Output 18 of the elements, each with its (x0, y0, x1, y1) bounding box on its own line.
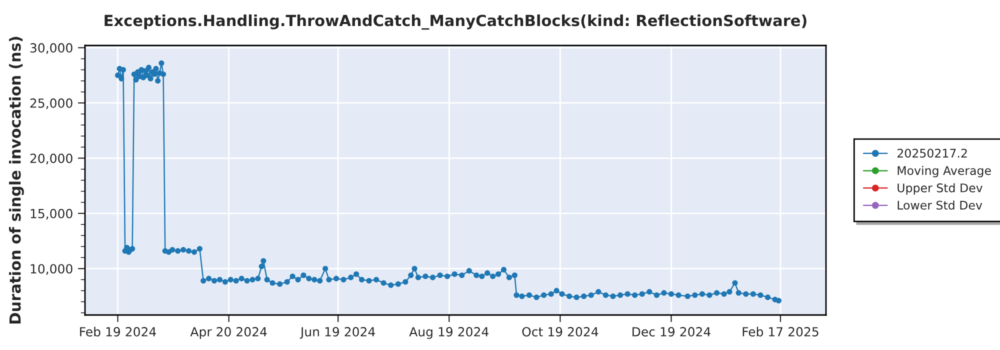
x-tick-label: Jun 19 2024 (300, 327, 375, 339)
y-axis-title: Duration of single invocation (ns) (8, 36, 24, 324)
y-tick-label: 30,000 (30, 43, 72, 54)
legend-label: Upper Std Dev (898, 183, 982, 195)
x-tick-label: Feb 19 2024 (80, 326, 156, 336)
legend-label: Lower Std Dev (898, 200, 982, 210)
y-tick-label: 20,000 (30, 154, 72, 164)
legend-label: 20250217.2 (898, 148, 967, 158)
y-tick-label: 10,000 (30, 264, 72, 275)
chart-title: Exceptions.Handling.ThrowAndCatch_ManyCatchBlocks(kind: ReflectionSoftware) (104, 14, 806, 30)
y-tick-label: 15,000 (30, 208, 72, 220)
x-tick-label: Apr 20 2024 (190, 327, 267, 339)
y-tick-label: 25,000 (30, 98, 72, 110)
legend-label: Moving Average (898, 166, 991, 178)
x-tick-label: Dec 19 2024 (632, 327, 710, 336)
x-tick-label: Oct 19 2024 (522, 327, 598, 336)
x-tick-label: Aug 19 2024 (409, 327, 488, 339)
x-tick-label: Feb 17 2025 (742, 326, 818, 336)
